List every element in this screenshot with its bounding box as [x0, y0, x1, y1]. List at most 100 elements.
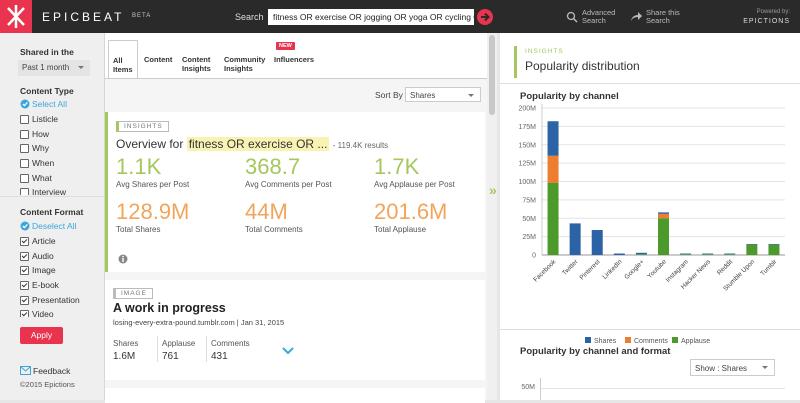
y-tick-label: 50M — [521, 384, 535, 391]
checkbox[interactable] — [20, 310, 29, 317]
checkbox[interactable] — [20, 159, 29, 169]
stat-value: 201.6M — [374, 199, 448, 224]
checkbox-row[interactable]: Audio — [20, 249, 100, 264]
share-search[interactable]: Share this Search — [646, 8, 680, 25]
x-tick-label: Youtube — [646, 258, 668, 280]
stat-value: 761 — [162, 351, 179, 362]
checkbox-row[interactable]: Presentation — [20, 293, 100, 308]
checkbox-row[interactable]: When — [20, 156, 100, 171]
y-tick-label: 0 — [532, 253, 536, 260]
sort-select[interactable]: Shares — [405, 87, 481, 102]
y-tick-label: 200M — [518, 106, 536, 113]
stat-label: Shares — [113, 339, 139, 348]
checkbox[interactable] — [20, 115, 29, 124]
checkbox-label: Listicle — [32, 114, 58, 124]
checkbox[interactable] — [20, 188, 29, 195]
bar-segment — [658, 213, 669, 219]
search-button[interactable] — [476, 8, 494, 26]
feedback-icon — [20, 366, 31, 375]
legend-swatch — [625, 337, 631, 343]
bar-segment — [724, 253, 736, 255]
checkbox-row[interactable]: Listicle — [20, 112, 100, 127]
bar-segment — [658, 212, 669, 214]
beta-label: BETA — [132, 13, 152, 19]
tab[interactable]: Influencers — [274, 55, 315, 64]
checkbox[interactable] — [20, 281, 29, 291]
stat-label: Total Shares — [116, 225, 161, 234]
checkbox-row[interactable]: Image — [20, 263, 100, 278]
tab[interactable]: Content Insights — [182, 55, 211, 73]
shared-in-select[interactable]: Past 1 month — [18, 60, 90, 76]
tab[interactable]: Content — [144, 55, 173, 64]
feedback-link[interactable]: Feedback — [33, 366, 71, 376]
checkbox[interactable] — [20, 266, 29, 276]
sidebar: Shared in the Past 1 month Content Type … — [0, 33, 105, 400]
grid-line — [540, 388, 785, 389]
checkbox-row[interactable]: Video — [20, 307, 100, 317]
results-panel: All Items Content Content Insights Communit… — [105, 33, 487, 403]
checkbox[interactable] — [20, 295, 29, 305]
bar-segment — [635, 252, 647, 255]
insights-card: INSIGHTS Overview for fitness OR exercis… — [105, 112, 485, 272]
y-tick-label: 25M — [522, 234, 536, 241]
y-tick-label: 125M — [518, 161, 536, 168]
channel-format-title: Popularity by channel and format — [520, 346, 671, 357]
scroll-thumb[interactable] — [489, 35, 495, 115]
bar-segment — [547, 182, 559, 255]
content-title[interactable]: A work in progress — [113, 301, 226, 315]
checkbox-row[interactable]: Article — [20, 234, 100, 249]
scrollbar[interactable] — [487, 33, 497, 400]
bar-segment — [613, 253, 625, 255]
checkbox[interactable] — [20, 129, 29, 139]
advanced-search[interactable]: Advanced Search — [582, 8, 616, 25]
checkbox-label: Video — [32, 309, 54, 317]
checkbox[interactable] — [20, 237, 29, 246]
powered-by: Powered by: — [756, 9, 790, 15]
bar-segment — [702, 254, 714, 255]
bar-segment — [768, 244, 780, 255]
x-tick-label: Facebook — [532, 258, 558, 284]
distribution-title: Popularity distribution — [525, 59, 640, 73]
checkbox-label: Presentation — [32, 294, 80, 305]
content-tag: IMAGE — [113, 288, 153, 299]
apply-button[interactable]: Apply — [20, 327, 63, 344]
y-axis — [540, 378, 541, 400]
tab[interactable]: All Items — [108, 40, 138, 78]
checkbox[interactable] — [20, 173, 29, 183]
checkbox-row[interactable]: What — [20, 171, 100, 186]
stat-value: 1.6M — [113, 351, 136, 362]
tab[interactable]: Community Insights — [224, 55, 266, 73]
stat-value: 128.9M — [116, 199, 190, 224]
legend-swatch — [585, 337, 591, 343]
checkbox[interactable] — [20, 251, 29, 261]
checkbox-label: How — [32, 128, 50, 139]
checkbox-row[interactable]: How — [20, 127, 100, 142]
stat-divider — [206, 336, 207, 362]
x-tick-label: Twitter — [561, 258, 580, 277]
checkbox-row[interactable]: E-book — [20, 278, 100, 293]
search-input[interactable]: fitness OR exercise OR jogging OR yoga O… — [268, 9, 474, 25]
copyright: ©2015 Epictions — [20, 380, 75, 389]
expand-chevron[interactable] — [282, 347, 294, 355]
deselect-all-icon — [20, 221, 30, 231]
checkbox-label: Article — [32, 236, 56, 246]
expand-arrows[interactable]: » — [489, 182, 497, 198]
x-tick-label: Reddit — [716, 258, 734, 276]
distribution-tag: INSIGHTS — [525, 48, 564, 55]
content-meta: losing-every-extra-pound.tumblr.com | Ja… — [113, 318, 285, 327]
y-tick-label: 50M — [522, 216, 536, 223]
legend-label: Shares — [594, 338, 617, 345]
chart: 0 25M 50M 75M 100M 125M 150M 175M 200M Facebook Tw… — [518, 104, 785, 345]
stat-value: 1.7K — [374, 154, 420, 179]
show-select[interactable]: Show : Shares — [690, 359, 775, 376]
stat-label: Applause — [162, 339, 196, 348]
checkbox-row[interactable]: Interview — [20, 185, 100, 195]
checkbox-row[interactable]: Why — [20, 141, 100, 156]
deselect-all[interactable]: Deselect All — [32, 221, 77, 231]
bar-segment — [569, 223, 581, 255]
select-all[interactable]: Select All — [32, 99, 67, 109]
stat-label: Total Applause — [374, 225, 427, 234]
checkbox[interactable] — [20, 144, 29, 154]
